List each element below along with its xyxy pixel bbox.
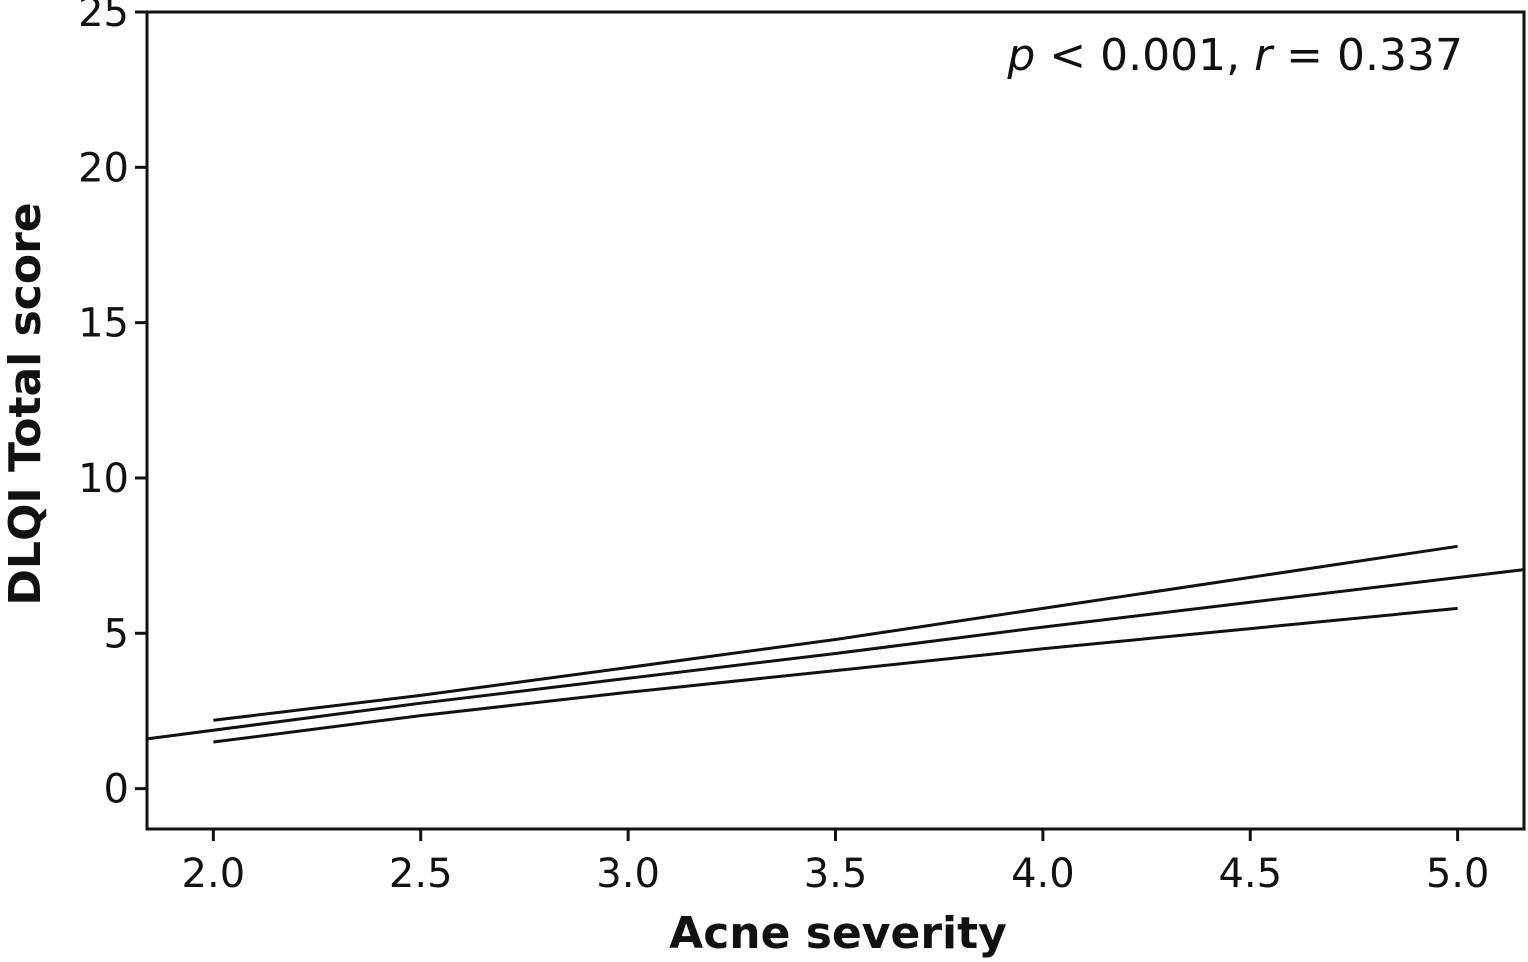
y-axis: 0 5 10 15 20 25 [78, 0, 147, 813]
y-tick-label: 0 [104, 767, 129, 813]
y-tick-label: 10 [78, 456, 129, 502]
p-value-text: < 0.001, [1035, 30, 1254, 81]
x-tick-label: 5.0 [1426, 851, 1490, 897]
x-tick-label: 4.0 [1011, 851, 1075, 897]
x-tick-label: 2.5 [389, 851, 453, 897]
p-symbol: p [1006, 30, 1035, 81]
r-symbol: r [1254, 30, 1275, 81]
y-tick-label: 15 [78, 301, 129, 347]
series-line-regression [146, 568, 1525, 741]
x-tick-label: 3.5 [804, 851, 868, 897]
plot-frame [145, 10, 1526, 831]
x-tick-label: 4.5 [1218, 851, 1282, 897]
series-line-upper-ci [213, 544, 1458, 722]
x-tick-label: 2.0 [182, 851, 246, 897]
y-axis-title: DLQI Total score [0, 202, 51, 605]
series-line-lower-ci [213, 606, 1458, 744]
x-axis-title: Acne severity [669, 908, 1007, 959]
x-tick-label: 3.0 [596, 851, 660, 897]
stats-annotation: p < 0.001, r = 0.337 [1006, 30, 1463, 81]
y-tick-label: 5 [104, 611, 129, 657]
r-value-text: = 0.337 [1272, 30, 1463, 81]
y-tick-label: 20 [78, 145, 129, 191]
x-axis: 2.0 2.5 3.0 3.5 4.0 4.5 5.0 [182, 829, 1490, 897]
series-layer [146, 544, 1525, 744]
y-tick-label: 25 [78, 0, 129, 36]
